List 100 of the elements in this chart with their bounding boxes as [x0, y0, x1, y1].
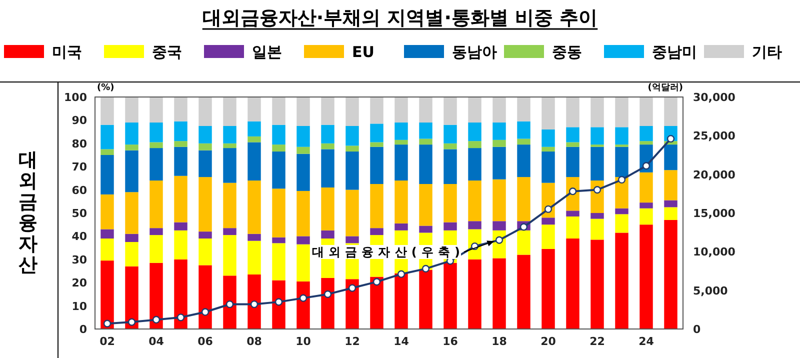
y-tick-label: 50: [72, 207, 88, 220]
point: [593, 186, 602, 194]
point: [274, 298, 283, 306]
bar: [468, 122, 482, 142]
bar: [517, 138, 530, 145]
bar: [517, 97, 530, 122]
bar: [640, 202, 653, 208]
bar: [542, 146, 555, 152]
bar: [223, 276, 236, 329]
y2-tick-label: 0: [693, 323, 701, 336]
y-tick-label: 10: [72, 300, 88, 313]
bar: [248, 180, 261, 234]
bar: [248, 234, 261, 241]
y-tick-label: 90: [72, 114, 88, 128]
bar: [272, 188, 286, 238]
bar: [223, 126, 236, 144]
bar: [517, 254, 530, 329]
bar: [174, 121, 188, 142]
bar: [296, 244, 310, 282]
bar: [468, 259, 482, 329]
bar: [615, 214, 628, 233]
bar: [394, 97, 408, 123]
bar: [321, 124, 334, 144]
bar: [615, 97, 628, 128]
bar: [394, 273, 408, 329]
bar: [468, 141, 482, 148]
point: [250, 300, 258, 308]
bar: [640, 97, 653, 126]
bar: [640, 224, 653, 329]
x-tick-label: 08: [246, 335, 262, 348]
bar: [198, 150, 212, 178]
bar: [198, 126, 212, 144]
x-tick-label: 10: [296, 335, 312, 348]
bar: [444, 124, 457, 144]
legend-label: 미국: [52, 43, 82, 61]
bar: [346, 126, 359, 146]
point: [176, 314, 185, 322]
bar: [542, 97, 555, 130]
legend-label: 중동: [552, 43, 582, 61]
y2-tick-label: 10,000: [693, 246, 736, 259]
bar: [223, 143, 236, 148]
x-tick-label: 02: [100, 335, 115, 348]
bar: [150, 148, 163, 181]
bar: [615, 127, 628, 145]
bar: [296, 97, 310, 126]
legend-label: 중국: [152, 43, 182, 61]
bar: [272, 243, 286, 280]
bar: [394, 122, 408, 140]
bar: [100, 194, 114, 230]
bar: [150, 262, 163, 329]
bar: [248, 240, 261, 274]
bar: [174, 97, 188, 122]
bar: [419, 226, 432, 233]
bar: [150, 180, 163, 228]
bar: [100, 155, 114, 194]
bar: [419, 122, 432, 139]
bar: [125, 150, 138, 192]
y2-axis-title: (억달러): [648, 83, 683, 93]
bar: [296, 126, 310, 147]
bar: [321, 187, 334, 230]
bar: [370, 97, 384, 124]
bar: [370, 142, 384, 147]
bar: [664, 220, 678, 329]
y-tick-label: 60: [72, 184, 88, 197]
y-tick-label: 100: [64, 91, 88, 104]
bar: [150, 122, 163, 142]
bar: [370, 228, 384, 236]
bar: [198, 177, 212, 232]
bar: [272, 124, 286, 145]
bar: [346, 152, 359, 190]
bar: [272, 152, 286, 189]
bar: [566, 238, 580, 329]
bar: [296, 154, 310, 191]
bar: [615, 232, 628, 329]
bar: [419, 270, 432, 329]
bar: [346, 146, 359, 152]
x-tick-label: 04: [148, 335, 164, 348]
bar: [590, 240, 604, 329]
bar: [664, 170, 678, 200]
bar: [150, 228, 163, 236]
y-tick-label: 0: [79, 323, 88, 336]
bar: [492, 140, 506, 147]
bar: [590, 218, 604, 240]
bar: [492, 97, 506, 123]
bar: [370, 124, 384, 142]
bar: [444, 222, 457, 230]
bar: [492, 122, 506, 140]
bar: [125, 97, 138, 123]
bar: [664, 207, 678, 220]
bar: [248, 142, 261, 181]
y2-tick-label: 5,000: [693, 284, 728, 298]
bar: [223, 235, 236, 276]
point: [128, 318, 136, 326]
bar: [100, 260, 114, 329]
bar: [223, 148, 236, 183]
bar: [590, 127, 604, 145]
x-tick-label: 14: [394, 335, 410, 348]
bar: [346, 190, 359, 236]
bar: [150, 97, 163, 123]
bar: [321, 143, 334, 150]
